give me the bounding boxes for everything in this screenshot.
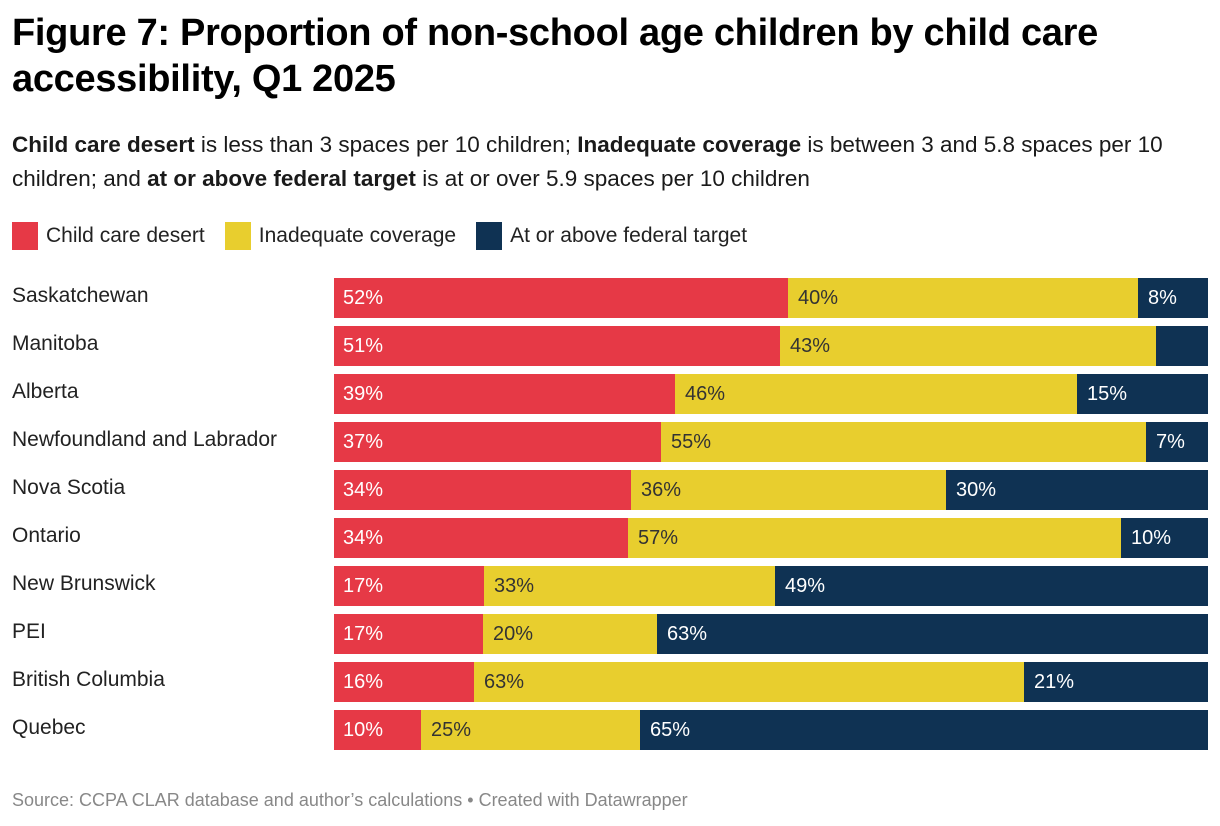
subtitle-term: Inadequate coverage: [577, 132, 802, 157]
legend-label: Inadequate coverage: [258, 224, 457, 247]
data-label: 37%: [343, 431, 384, 453]
data-label: 65%: [650, 719, 691, 741]
bar-segment: [334, 710, 421, 750]
data-label: 10%: [1131, 527, 1172, 549]
bar-segment: [334, 374, 675, 414]
data-label: 55%: [671, 431, 712, 453]
data-label: 7%: [1156, 431, 1185, 453]
data-label: 15%: [1087, 383, 1128, 405]
bar-segment: [483, 614, 657, 654]
legend-item: Child care desert: [12, 222, 205, 250]
subtitle-text: is between 3 and 5.8 spaces per 10 child…: [12, 132, 1163, 191]
chart-title: Figure 7: Proportion of non-school age c…: [12, 12, 1098, 100]
data-label: 63%: [667, 623, 708, 645]
category-label: British Columbia: [12, 668, 165, 691]
subtitle-text: is less than 3 spaces per 10 children;: [194, 132, 578, 157]
data-label: 63%: [484, 671, 525, 693]
bar-segment: [334, 614, 483, 654]
bar-segment: [1146, 422, 1208, 462]
bar-segment: [334, 422, 661, 462]
stacked-bar-chart: Saskatchewan 52% 40% 8% Manitoba 51% 43% Albert…: [0, 270, 1220, 760]
category-label: Manitoba: [12, 332, 99, 355]
bar-segment: [421, 710, 640, 750]
data-label: 52%: [343, 287, 384, 309]
bar-segment: [775, 566, 1208, 606]
legend: Child care desert Inadequate coverage At o…: [12, 222, 767, 250]
bar-segment: [334, 326, 780, 366]
subtitle-text: is at or over 5.9 spaces per 10 children: [415, 166, 810, 191]
bar-segment: [334, 278, 788, 318]
source-footer: Source: CCPA CLAR database and author’s …: [12, 790, 688, 810]
legend-label: Child care desert: [46, 224, 205, 247]
category-label: Alberta: [12, 380, 79, 403]
bar-segment: [474, 662, 1024, 702]
bar-segment: [334, 566, 484, 606]
bar-segment: [675, 374, 1077, 414]
data-label: 21%: [1034, 671, 1075, 693]
legend-item: Inadequate coverage: [224, 222, 457, 250]
category-label: Quebec: [12, 716, 86, 739]
bar-segment: [657, 614, 1208, 654]
data-label: 46%: [685, 383, 726, 405]
bar-segment: [1024, 662, 1208, 702]
data-label: 49%: [785, 575, 826, 597]
data-label: 39%: [343, 383, 384, 405]
legend-item: At or above federal target: [476, 222, 747, 250]
category-label: Nova Scotia: [12, 476, 126, 499]
bar-segment: [661, 422, 1146, 462]
subtitle-term: at or above federal target: [147, 166, 416, 191]
bar-segment: [1121, 518, 1208, 558]
bar-segment: [640, 710, 1208, 750]
data-label: 43%: [790, 335, 831, 357]
data-label: 10%: [343, 719, 384, 741]
bar-segment: [628, 518, 1121, 558]
data-label: 57%: [638, 527, 679, 549]
chart-subtitle: Child care desert is less than 3 spaces …: [12, 128, 1212, 196]
data-label: 25%: [431, 719, 472, 741]
category-label: Saskatchewan: [12, 284, 149, 307]
data-label: 34%: [343, 479, 384, 501]
data-label: 17%: [343, 575, 384, 597]
data-label: 33%: [494, 575, 535, 597]
data-label: 8%: [1148, 287, 1177, 309]
bar-segment: [334, 662, 474, 702]
legend-swatch: [12, 222, 38, 250]
data-label: 20%: [493, 623, 534, 645]
bar-segment: [788, 278, 1138, 318]
bar-segment: [1077, 374, 1208, 414]
data-label: 34%: [343, 527, 384, 549]
legend-label: At or above federal target: [510, 224, 748, 247]
data-label: 16%: [343, 671, 384, 693]
category-label: Ontario: [12, 524, 81, 547]
data-label: 36%: [641, 479, 682, 501]
data-label: 30%: [956, 479, 997, 501]
category-label: PEI: [12, 620, 46, 643]
data-label: 40%: [798, 287, 839, 309]
bar-segment: [334, 518, 628, 558]
bar-segment: [1156, 326, 1208, 366]
category-label: Newfoundland and Labrador: [12, 428, 278, 451]
bar-segment: [1138, 278, 1208, 318]
legend-swatch: [224, 222, 251, 250]
bar-segment: [484, 566, 775, 606]
subtitle-term: Child care desert: [12, 132, 195, 157]
bar-segment: [334, 470, 631, 510]
bar-segment: [631, 470, 946, 510]
bar-segment: [946, 470, 1208, 510]
data-label: 51%: [343, 335, 384, 357]
bar-segment: [780, 326, 1156, 366]
category-label: New Brunswick: [12, 572, 156, 595]
legend-swatch: [476, 222, 503, 250]
data-label: 17%: [343, 623, 384, 645]
